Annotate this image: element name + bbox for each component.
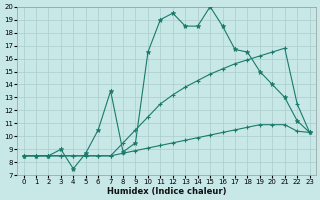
X-axis label: Humidex (Indice chaleur): Humidex (Indice chaleur) (107, 187, 226, 196)
